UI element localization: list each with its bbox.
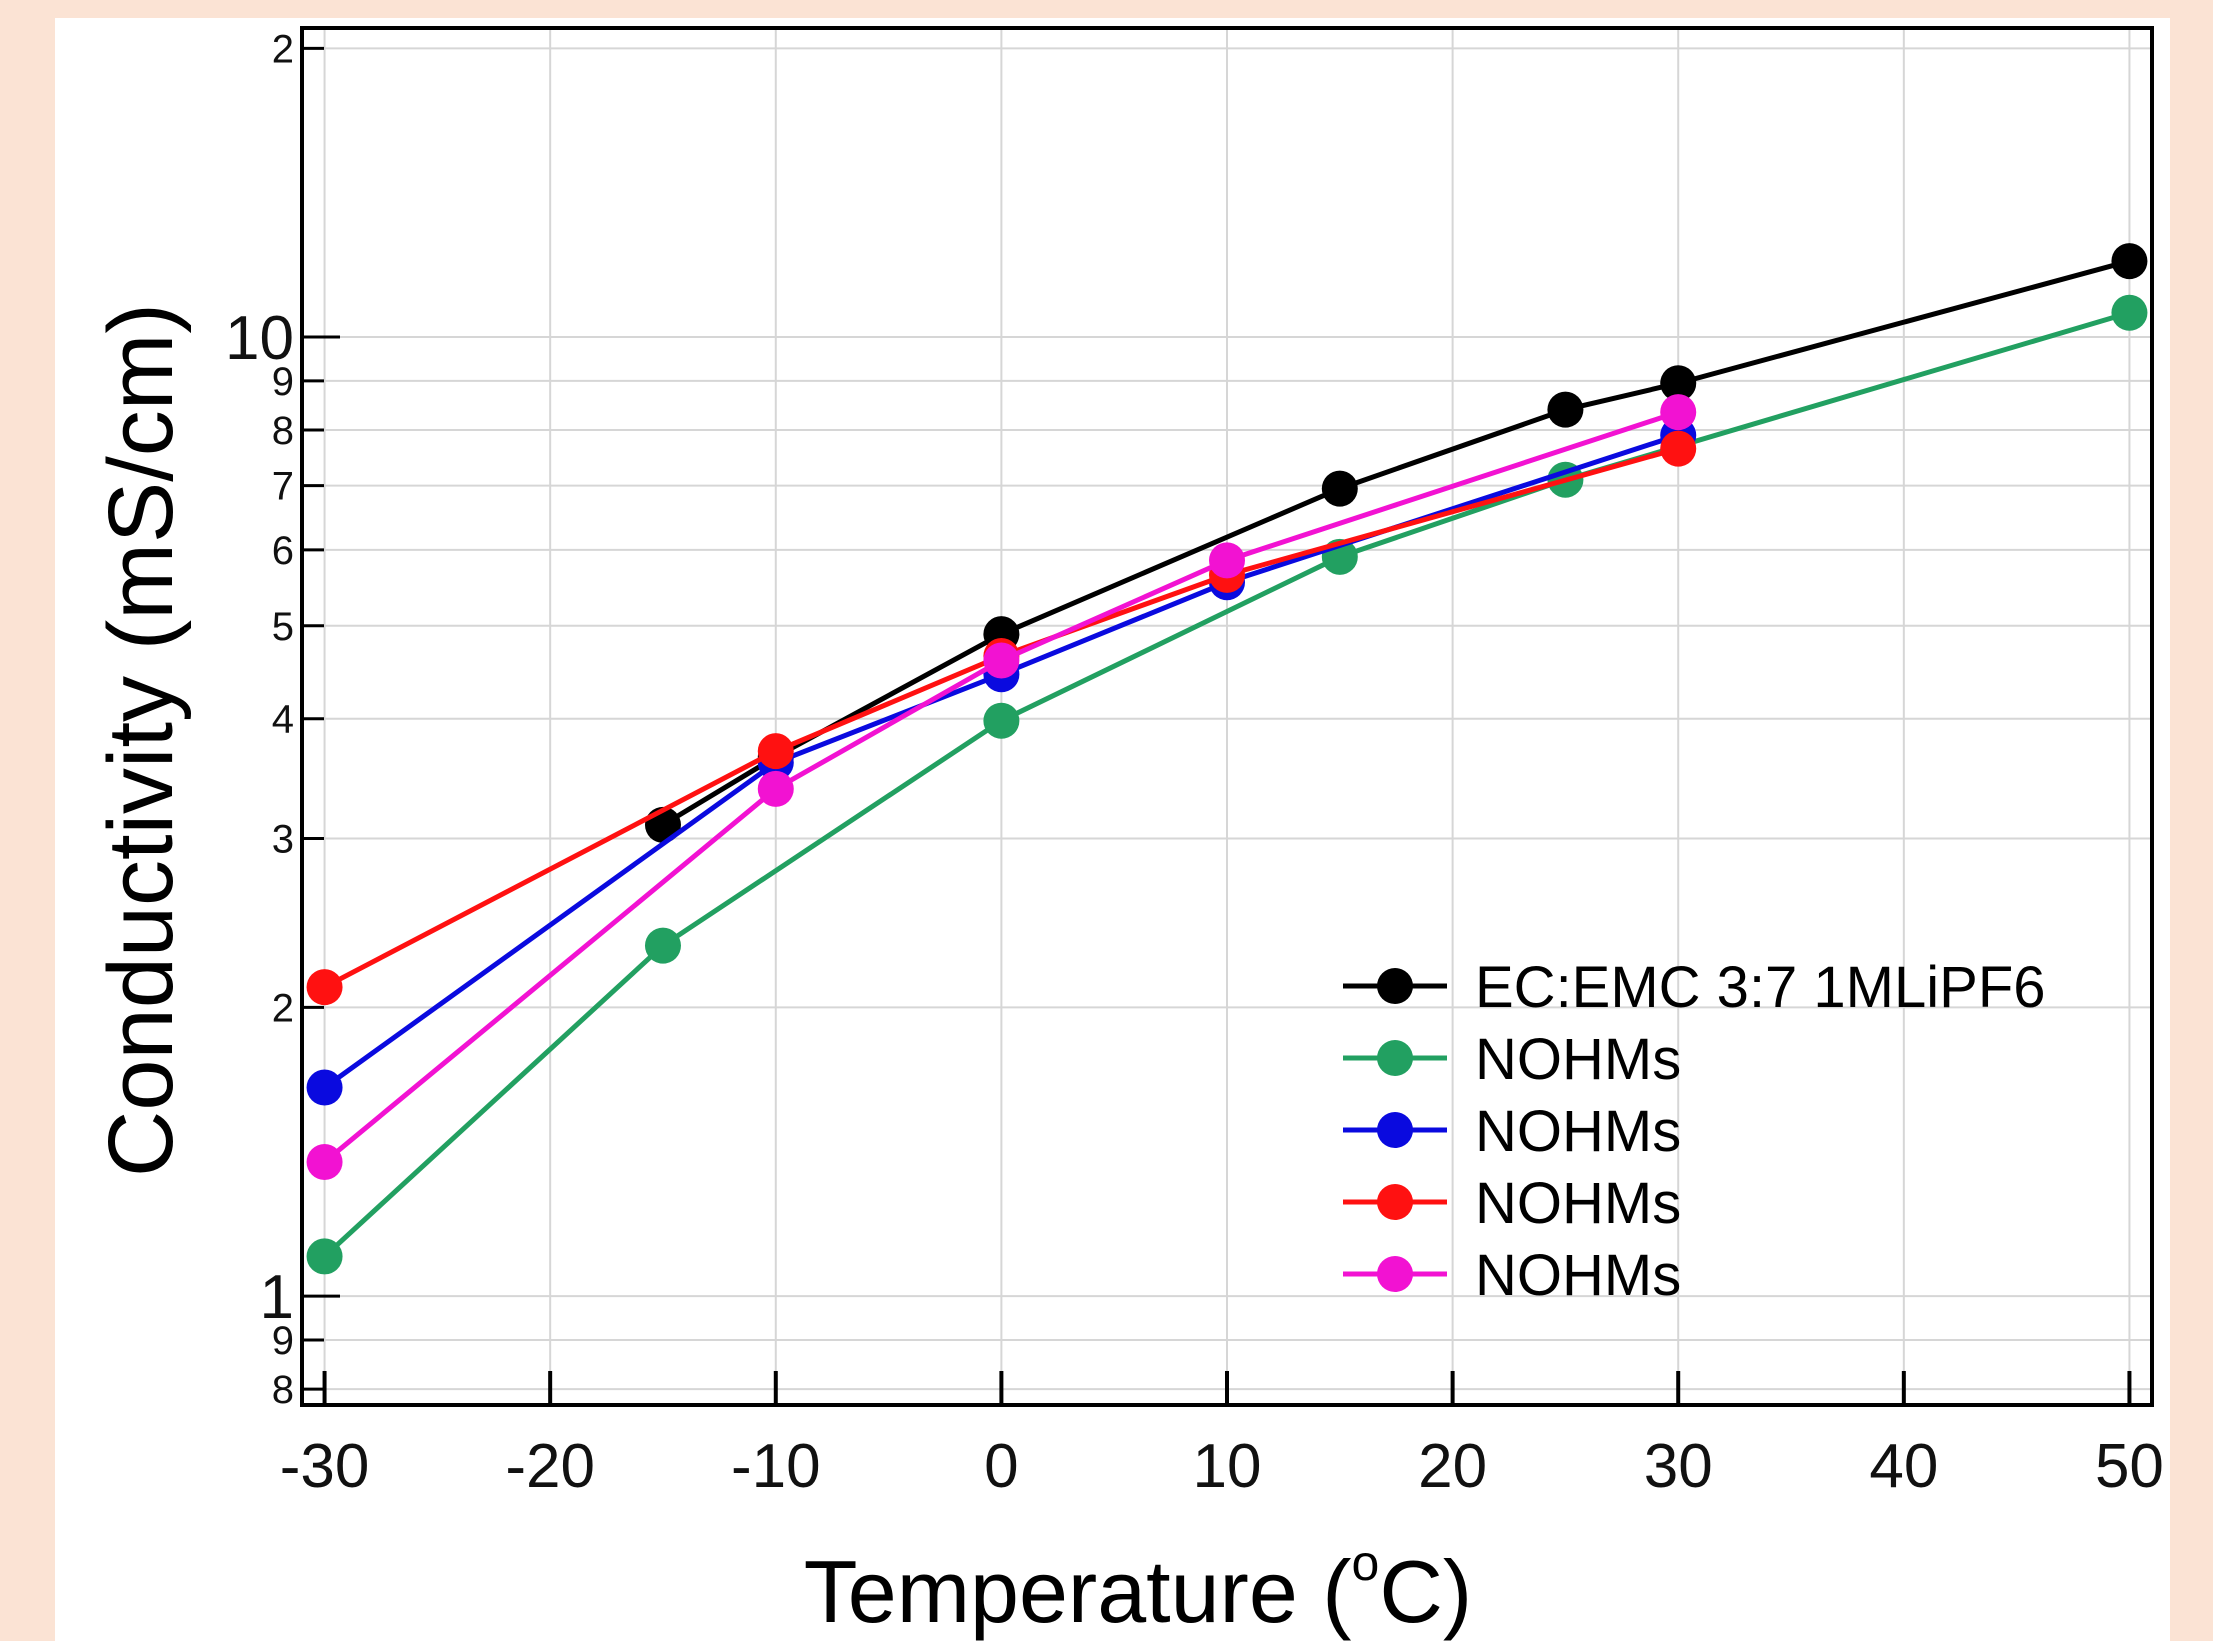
y-tick-label: 5 [272, 605, 294, 649]
legend-marker [1377, 1112, 1413, 1148]
x-tick-label: 50 [2095, 1432, 2164, 1501]
x-tick-label: 10 [1193, 1432, 1262, 1501]
data-point [2111, 294, 2148, 331]
x-axis-title: Temperature (oC) [804, 1535, 1472, 1641]
x-tick-label: -30 [280, 1432, 370, 1501]
axis-ticks [302, 46, 2132, 1405]
x-axis-title-main: Temperature ( [804, 1542, 1352, 1641]
y-tick-label: 2 [272, 27, 294, 71]
data-point [306, 1238, 343, 1275]
y-tick-label: 3 [272, 818, 294, 862]
y-tick-label: 8 [272, 1368, 294, 1412]
y-tick-label: 8 [272, 409, 294, 453]
data-point [757, 733, 794, 770]
y-tick-label: 7 [272, 465, 294, 509]
x-axis-title-degree: o [1352, 1535, 1380, 1591]
legend-label: NOHMs [1475, 1171, 1681, 1236]
data-point [1660, 394, 1697, 431]
legend-item: NOHMs [1343, 1027, 1681, 1092]
legend-item: NOHMs [1343, 1243, 1681, 1308]
legend-label: NOHMs [1475, 1243, 1681, 1308]
data-point [306, 1069, 343, 1106]
y-axis-title: Conductivity (mS/cm) [90, 303, 192, 1177]
chart-background [55, 18, 2170, 1641]
y-tick-label: 9 [272, 360, 294, 404]
data-point [306, 1143, 343, 1180]
data-point [644, 927, 681, 964]
legend-label: NOHMs [1475, 1027, 1681, 1092]
legend-marker [1377, 1040, 1413, 1076]
y-tick-label: 6 [272, 529, 294, 573]
data-point [1660, 430, 1697, 467]
legend-label: EC:EMC 3:7 1MLiPF6 [1475, 955, 2046, 1020]
legend-item: NOHMs [1343, 1171, 1681, 1236]
x-tick-label: 20 [1418, 1432, 1487, 1501]
series-4 [306, 394, 1697, 1180]
data-point [983, 642, 1020, 679]
data-point [1321, 470, 1358, 507]
legend-marker [1377, 1184, 1413, 1220]
x-axis-tick-labels: -30 -20 -10 0 10 20 30 40 50 [280, 1432, 2164, 1501]
x-tick-label: 40 [1869, 1432, 1938, 1501]
legend-marker [1377, 1256, 1413, 1292]
x-tick-label: 0 [984, 1432, 1018, 1501]
data-point [1209, 542, 1245, 579]
legend-item: NOHMs [1343, 1099, 1681, 1164]
data-point [757, 770, 794, 807]
x-tick-label: -20 [505, 1432, 595, 1501]
grid [302, 28, 2152, 1405]
legend: EC:EMC 3:7 1MLiPF6 NOHMs NOHMs NOHMs NOHMs [1343, 955, 2046, 1308]
legend-label: NOHMs [1475, 1099, 1681, 1164]
data-point [2111, 243, 2148, 280]
legend-marker [1377, 968, 1413, 1004]
y-tick-label: 1 [260, 1263, 294, 1332]
y-tick-label: 10 [225, 304, 294, 373]
legend-item: EC:EMC 3:7 1MLiPF6 [1343, 955, 2046, 1020]
data-point [1660, 365, 1697, 402]
y-tick-label: 4 [272, 698, 294, 742]
x-tick-label: 30 [1644, 1432, 1713, 1501]
x-tick-label: -10 [731, 1432, 821, 1501]
series-group [306, 243, 2148, 1275]
data-point [306, 969, 343, 1006]
data-point [1547, 391, 1584, 428]
y-tick-label: 9 [272, 1319, 294, 1363]
x-axis-title-unit: C) [1379, 1542, 1472, 1641]
y-tick-label: 2 [272, 986, 294, 1030]
data-point [983, 702, 1020, 739]
